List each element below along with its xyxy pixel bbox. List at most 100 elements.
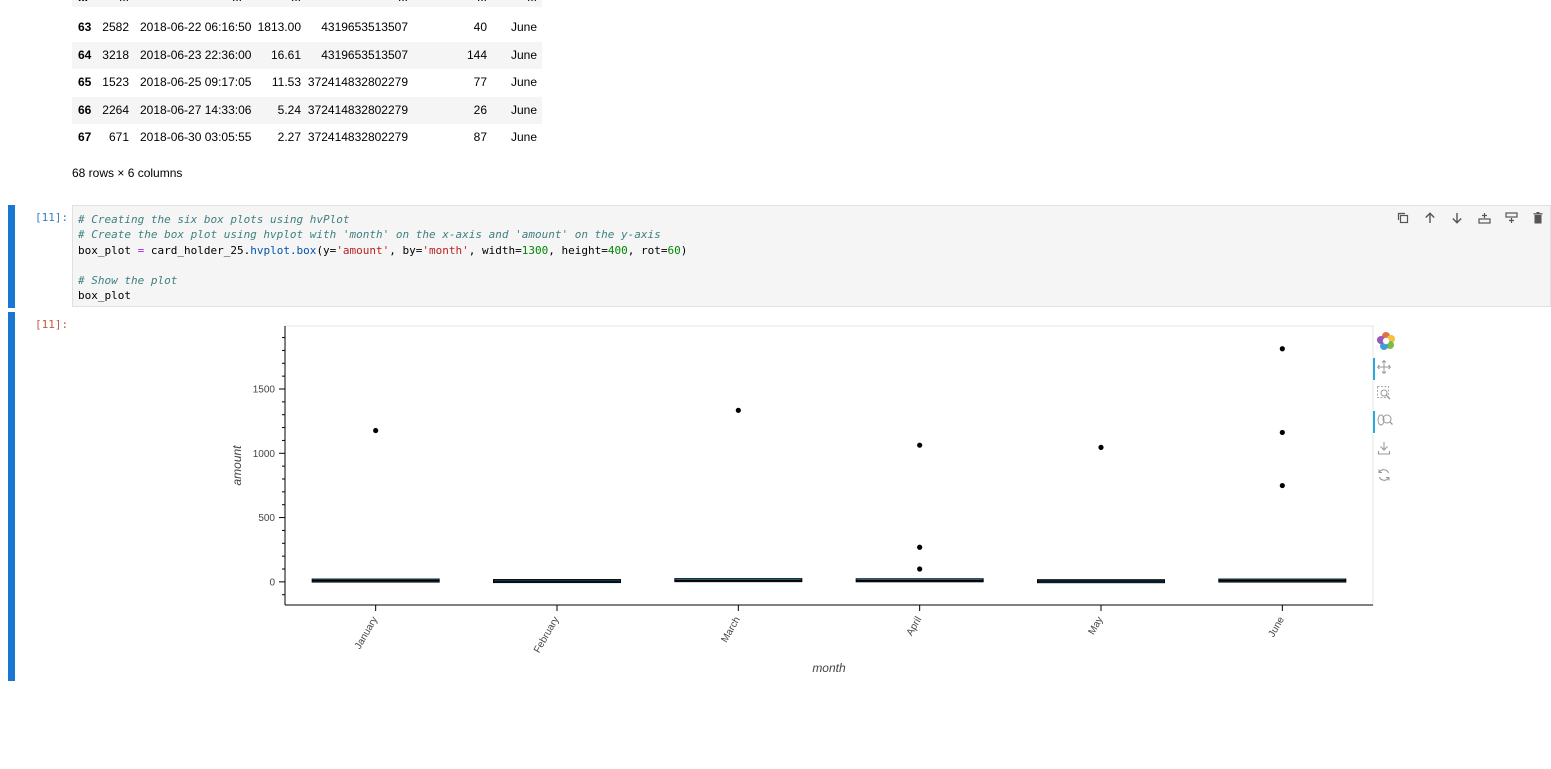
x-tick-label: February <box>532 615 562 655</box>
outlier-point <box>1279 429 1285 436</box>
code-comment: # Creating the six box plots using hvPlo… <box>78 213 350 226</box>
code-var: box_plot <box>78 289 131 303</box>
move-up-icon[interactable] <box>1420 211 1440 225</box>
plot-frame <box>284 325 1374 606</box>
table-cell: June <box>510 48 537 62</box>
table-cell: 4319653513507 <box>321 20 408 34</box>
table-cell: ... <box>78 0 88 7</box>
table-cell: 1523 <box>102 75 129 89</box>
table-cell: June <box>510 20 537 34</box>
code-comment: # Create the box plot using hvplot with … <box>78 228 661 242</box>
box-zoom-icon[interactable] <box>1377 386 1395 404</box>
code-number: 60 <box>667 243 681 257</box>
table-cell: 2018-06-30 03:05:55 <box>140 130 252 144</box>
input-prompt: [11]: <box>35 211 69 224</box>
y-tick-label: 1500 <box>253 385 276 396</box>
row-index: 63 <box>78 20 92 34</box>
table-row: 65 1523 2018-06-25 09:17:05 11.53 372414… <box>72 69 542 96</box>
table-cell: 372414832802279 <box>307 130 408 144</box>
code-punct: , width= <box>468 243 522 257</box>
code-punct: , by= <box>389 243 423 257</box>
table-ellipsis-row: ... ... ... ... ... ... ... <box>72 0 542 7</box>
table-cell: 2264 <box>102 103 129 117</box>
code-object: card_holder_25. <box>150 243 251 257</box>
table-cell: ... <box>291 0 301 7</box>
duplicate-icon[interactable] <box>1393 211 1413 225</box>
table-cell: ... <box>232 0 242 7</box>
table-cell: 2018-06-22 06:16:50 <box>140 20 252 34</box>
table-row: 66 2264 2018-06-27 14:33:06 5.24 3724148… <box>72 97 542 124</box>
table-cell: 87 <box>473 130 487 144</box>
dataframe-shape-caption: 68 rows × 6 columns <box>72 166 183 180</box>
table-cell: 26 <box>473 103 487 117</box>
code-operator: = <box>130 243 151 257</box>
table-cell: 3218 <box>102 48 129 62</box>
y-tick-label: 0 <box>269 577 275 588</box>
x-tick-label: June <box>1267 615 1288 640</box>
table-cell: 2018-06-25 09:17:05 <box>140 75 252 89</box>
wheel-zoom-icon[interactable] <box>1377 413 1395 431</box>
save-icon[interactable] <box>1377 441 1395 459</box>
table-cell: June <box>510 75 537 89</box>
insert-above-icon[interactable] <box>1474 211 1494 225</box>
y-tick-label: 1000 <box>253 449 276 460</box>
x-axis-title: month <box>812 661 846 675</box>
table-cell: 16.61 <box>270 48 301 62</box>
table-cell: 5.24 <box>277 103 301 117</box>
outlier-point <box>917 566 923 572</box>
table-cell: 2018-06-23 22:36:00 <box>140 48 252 62</box>
code-punct: , height= <box>548 243 608 257</box>
code-string: 'amount' <box>336 243 390 257</box>
box-plot-canvas[interactable]: 0 500 1000 1500 amount January February March Ap… <box>220 318 1380 688</box>
x-tick-label: May <box>1087 615 1106 637</box>
code-number: 1300 <box>521 243 549 257</box>
outlier-point <box>1279 346 1285 352</box>
table-cell: ... <box>119 0 129 7</box>
insert-below-icon[interactable] <box>1501 211 1521 225</box>
code-punct: , rot= <box>627 243 668 257</box>
table-cell: June <box>510 103 537 117</box>
active-tool-indicator <box>1373 411 1375 433</box>
box-plot[interactable]: 0 500 1000 1500 amount January February March Ap… <box>220 318 1420 688</box>
x-tick-label: January <box>353 615 380 651</box>
code-string: 'month' <box>422 243 469 257</box>
table-cell: 372414832802279 <box>307 75 408 89</box>
move-down-icon[interactable] <box>1447 211 1467 225</box>
outlier-point <box>1098 444 1104 450</box>
outlier-point <box>917 442 923 448</box>
table-cell: 77 <box>473 75 487 89</box>
active-tool-indicator <box>1373 358 1375 380</box>
row-index: 64 <box>78 48 92 62</box>
output-cell-indicator[interactable] <box>8 312 15 681</box>
row-index: 66 <box>78 103 92 117</box>
table-cell: ... <box>477 0 487 7</box>
outlier-point <box>735 407 741 413</box>
code-number: 400 <box>607 243 628 257</box>
code-var: box_plot <box>78 243 131 257</box>
table-cell: June <box>510 130 537 144</box>
table-cell: 4319653513507 <box>321 48 408 62</box>
reset-icon[interactable] <box>1377 468 1395 486</box>
row-index: 65 <box>78 75 92 89</box>
delete-icon[interactable] <box>1528 211 1548 225</box>
table-cell: 372414832802279 <box>307 103 408 117</box>
code-editor[interactable]: # Creating the six box plots using hvPlo… <box>72 205 1551 307</box>
x-tick-label: April <box>905 615 925 638</box>
pan-icon[interactable] <box>1377 360 1395 378</box>
table-cell: 2582 <box>102 20 129 34</box>
table-row: 63 2582 2018-06-22 06:16:50 1813.00 4319… <box>72 14 542 41</box>
table-cell: 1813.00 <box>257 20 301 34</box>
active-cell-indicator[interactable] <box>8 205 15 308</box>
x-tick-label: March <box>720 615 743 645</box>
y-axis-title: amount <box>230 445 244 486</box>
cell-toolbar <box>1393 211 1548 225</box>
bokeh-logo-icon[interactable] <box>1377 332 1395 350</box>
outlier-point <box>1279 482 1285 489</box>
table-row: 64 3218 2018-06-23 22:36:00 16.61 431965… <box>72 42 542 69</box>
table-cell: 2.27 <box>277 130 301 144</box>
outlier-point <box>917 544 923 550</box>
code-comment: # Show the plot <box>78 274 178 288</box>
code-text[interactable]: # Creating the six box plots using hvPlo… <box>78 212 687 304</box>
code-punct: ) <box>680 243 688 257</box>
output-prompt: [11]: <box>35 318 69 331</box>
